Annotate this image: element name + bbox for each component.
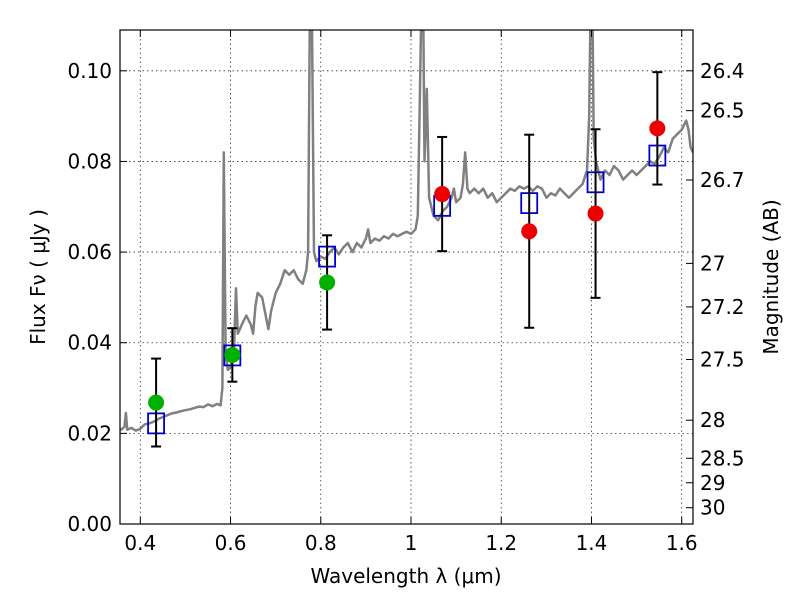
y-tick-label: 0.02 [67, 421, 112, 445]
y-tick-label: 0.08 [67, 149, 112, 173]
y2-tick-label: 30 [700, 496, 725, 520]
x-tick-label: 0.6 [215, 531, 247, 555]
y2-tick-label: 26.4 [700, 59, 745, 83]
grid-lines [120, 30, 693, 525]
y2-tick-label: 27 [700, 251, 725, 275]
observed-flux-point [148, 394, 165, 411]
plot-frame [119, 29, 694, 525]
observed-flux-point [521, 223, 538, 240]
y2-tick-label: 28.5 [700, 446, 745, 470]
y2-tick-label: 26.7 [700, 168, 745, 192]
observed-flux-point [224, 346, 241, 363]
x-axis-label: Wavelength λ (μm) [310, 564, 501, 588]
x-tick-label: 1.4 [576, 531, 608, 555]
y-tick-label: 0.06 [67, 240, 112, 264]
x-tick-label: 1 [405, 531, 418, 555]
y2-tick-label: 28 [700, 408, 725, 432]
y-tick-label: 0.10 [67, 59, 112, 83]
y2-tick-label: 27.2 [700, 295, 745, 319]
x-tick-label: 1.6 [666, 531, 698, 555]
x-tick-label: 1.2 [485, 531, 517, 555]
x-tick-label: 0.8 [305, 531, 337, 555]
plot-data [120, 30, 693, 448]
observed-flux-point [587, 205, 604, 222]
observed-flux-point [434, 186, 451, 203]
y-axis-label: Flux Fν ( μJy ) [26, 209, 50, 345]
axis-ticks: 0.4 0.6 0.8 1 1.2 1.4 1.6 0.00 0.02 0.04 0.06 0.08 0… [67, 30, 745, 555]
y-tick-label: 0.00 [67, 512, 112, 536]
observed-flux-point [649, 120, 666, 137]
y-tick-label: 0.04 [67, 331, 112, 355]
x-tick-label: 0.4 [124, 531, 156, 555]
y2-axis-label: Magnitude (AB) [759, 199, 783, 354]
y2-tick-label: 27.5 [700, 347, 745, 371]
y2-tick-label: 26.5 [700, 99, 745, 123]
model-spectrum-line [120, 30, 693, 432]
observed-flux-point [319, 274, 336, 291]
y2-tick-label: 29 [700, 471, 725, 495]
